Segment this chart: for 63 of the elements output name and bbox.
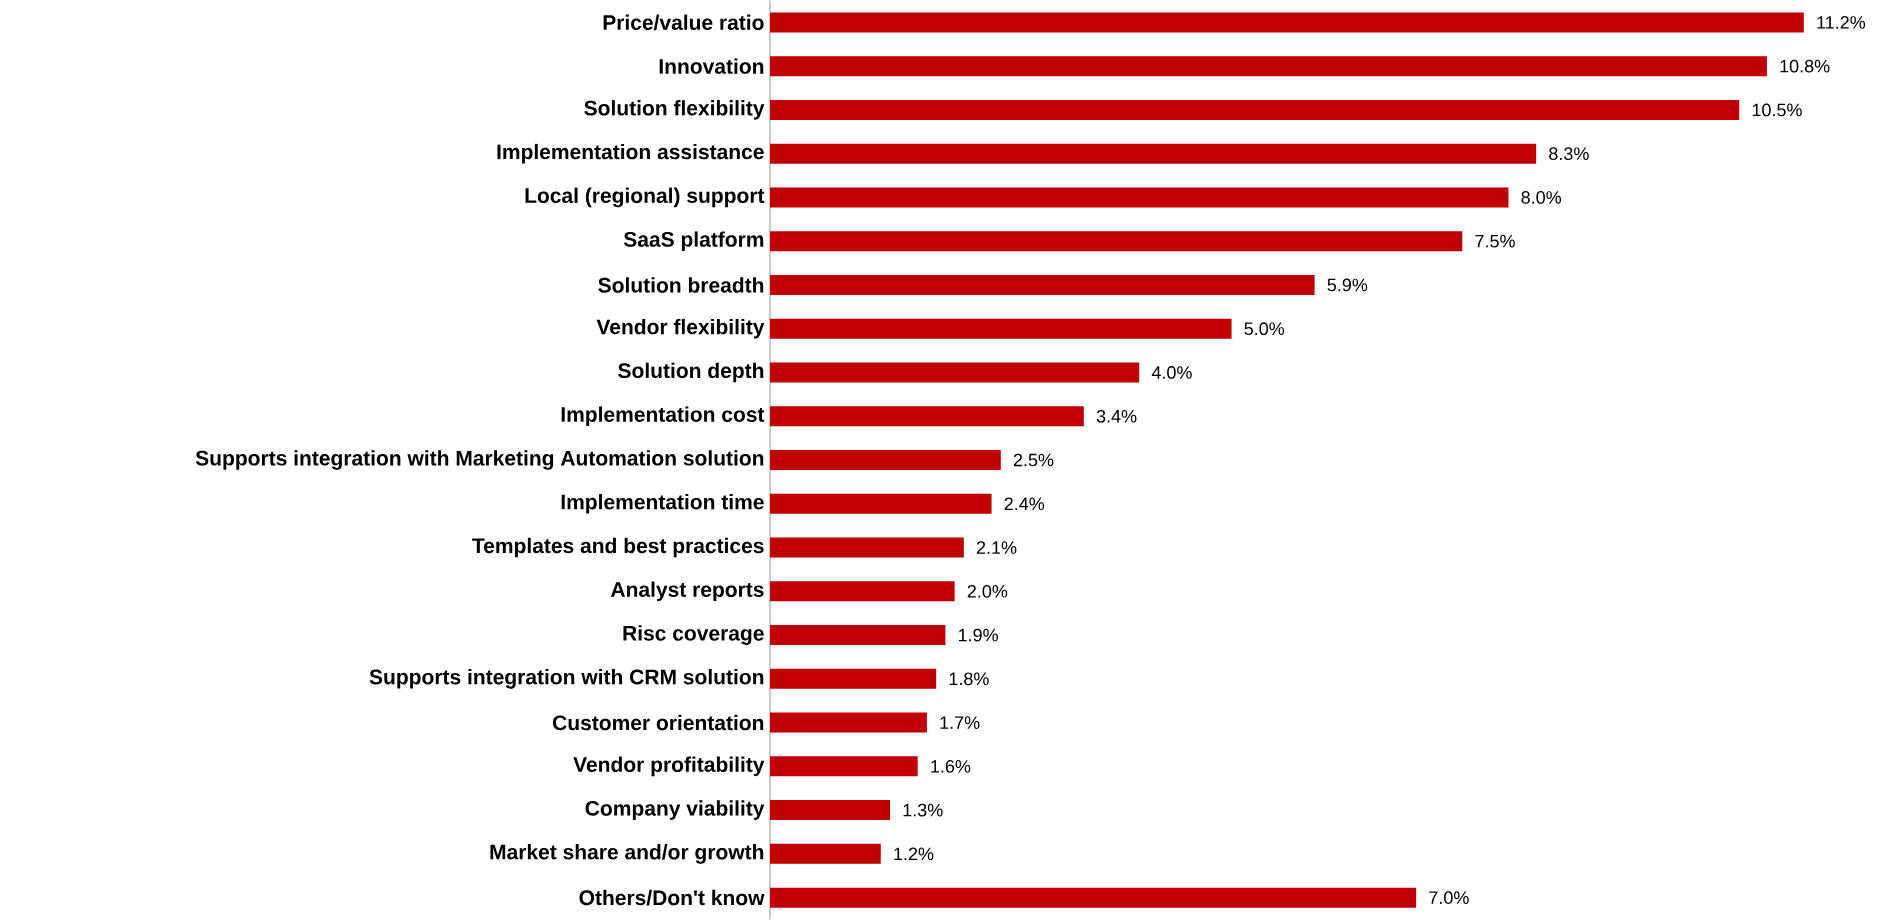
- bar: [770, 12, 1804, 33]
- data-label: 1.9%: [958, 628, 998, 642]
- y-tick-label: Templates and best practices: [472, 537, 764, 558]
- bar: [770, 450, 1001, 471]
- bar: [770, 406, 1084, 427]
- bar: [770, 99, 1740, 120]
- bar: [770, 493, 992, 514]
- y-tick-label: Vendor flexibility: [596, 318, 765, 339]
- y-tick-label: Implementation assistance: [497, 143, 764, 164]
- y-tick-label: Local (regional) support: [525, 187, 765, 208]
- bar: [770, 756, 918, 777]
- y-tick-label: Price/value ratio: [603, 14, 764, 31]
- y-tick-label: Company viability: [585, 800, 765, 820]
- data-label: 11.2%: [1817, 16, 1866, 29]
- y-tick-label: Supports integration with CRM solution: [369, 668, 764, 689]
- bar: [770, 318, 1232, 339]
- data-label: 7.5%: [1475, 234, 1515, 248]
- y-tick-label: Solution depth: [618, 362, 764, 383]
- bar: [770, 537, 964, 558]
- bar: [770, 274, 1315, 295]
- bar: [770, 56, 1767, 77]
- data-label: 2.4%: [1004, 497, 1045, 511]
- y-tick-label: Supports integration with Marketing Automation solution: [195, 450, 764, 470]
- data-label: 1.8%: [949, 672, 989, 686]
- bar: [770, 143, 1537, 164]
- data-label: 1.7%: [940, 716, 980, 729]
- data-label: 8.3%: [1549, 147, 1589, 161]
- data-label: 10.8%: [1780, 59, 1830, 73]
- bar: [770, 625, 946, 646]
- bar: [770, 187, 1509, 208]
- bar: [770, 362, 1140, 383]
- bar: [770, 581, 955, 602]
- data-label: 1.2%: [894, 847, 934, 861]
- bar: [770, 712, 927, 733]
- data-label: 8.0%: [1521, 191, 1562, 204]
- data-label: 7.0%: [1429, 891, 1469, 904]
- y-tick-label: Implementation cost: [561, 406, 765, 427]
- data-label: 5.0%: [1244, 322, 1285, 336]
- data-label: 3.4%: [1096, 409, 1137, 423]
- data-label: 4.0%: [1151, 366, 1192, 379]
- bar: [770, 887, 1417, 908]
- y-tick-label: Analyst reports: [610, 581, 764, 602]
- y-tick-label: SaaS platform: [623, 231, 764, 251]
- y-tick-label: Implementation time: [561, 493, 764, 514]
- data-label: 2.1%: [976, 541, 1017, 554]
- bar: [770, 843, 881, 864]
- y-tick-label: Innovation: [659, 58, 764, 74]
- data-label: 2.0%: [967, 584, 1008, 598]
- data-label: 1.6%: [931, 759, 971, 773]
- data-label: 5.9%: [1327, 278, 1368, 292]
- bar: [770, 231, 1463, 252]
- y-tick-label: Customer orientation: [552, 714, 764, 731]
- data-label: 10.5%: [1752, 103, 1802, 117]
- data-label: 2.5%: [1013, 453, 1054, 467]
- y-tick-label: Risc coverage: [623, 625, 764, 645]
- bar: [770, 668, 937, 689]
- data-label: 1.3%: [903, 803, 943, 817]
- y-tick-label: Others/Don't know: [579, 889, 765, 906]
- y-tick-label: Market share and/or growth: [490, 844, 764, 864]
- y-tick-label: Solution breadth: [598, 277, 764, 293]
- bar: [770, 800, 890, 821]
- y-tick-label: Solution flexibility: [584, 100, 765, 120]
- y-tick-label: Vendor profitability: [573, 756, 765, 777]
